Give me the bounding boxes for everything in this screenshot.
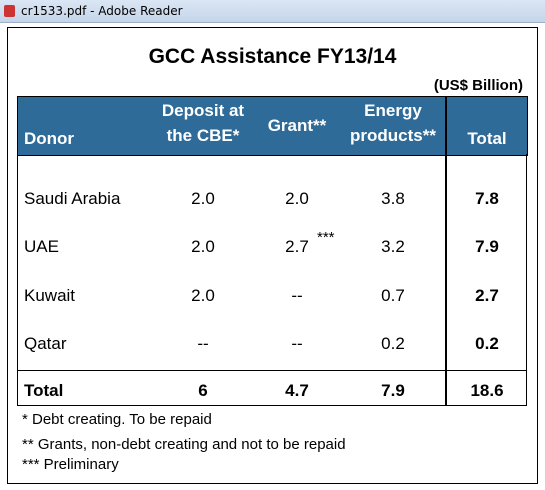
border — [526, 154, 527, 406]
table-frame — [7, 27, 538, 484]
total-cell: 4.7 — [285, 381, 309, 400]
title-bar: cr1533.pdf - Adobe Reader — [0, 0, 545, 23]
row-label: Qatar — [24, 334, 67, 353]
header-cell: Total — [467, 129, 507, 148]
header-cell: Energy — [364, 101, 422, 120]
cell: 3.8 — [381, 189, 405, 208]
cell: 0.2 — [381, 334, 405, 353]
unit: (US$ Billion) — [433, 77, 523, 94]
cell: 2.0 — [285, 189, 309, 208]
border — [17, 154, 18, 406]
cell: -- — [291, 286, 303, 305]
row-label: UAE — [24, 237, 59, 256]
note: * Debt creating. To be repaid — [22, 411, 212, 428]
cell: 2.0 — [191, 189, 215, 208]
row-label: Saudi Arabia — [24, 189, 121, 208]
header-band — [17, 96, 528, 156]
cell: 0.7 — [381, 286, 405, 305]
header-cell: the CBE* — [166, 126, 240, 145]
cell: 3.2 — [381, 237, 405, 256]
row-label: Kuwait — [24, 286, 76, 305]
note: *** Preliminary — [22, 456, 119, 473]
window-title: cr1533.pdf - Adobe Reader — [21, 4, 183, 18]
total-cell: 7.9 — [381, 381, 405, 400]
cell: 2.0 — [191, 237, 215, 256]
cell: -- — [197, 334, 209, 353]
header-cell: products** — [350, 126, 436, 145]
table-title: GCC Assistance FY13/14 — [148, 45, 397, 68]
cell-marker: *** — [317, 229, 335, 246]
header-cell: Donor — [24, 129, 75, 148]
column-divider — [445, 96, 447, 406]
cell: 2.7 — [475, 286, 499, 305]
cell: 2.7 — [285, 237, 309, 256]
header-cell: Deposit at — [161, 101, 245, 120]
cell: -- — [291, 334, 303, 353]
rule — [17, 405, 527, 406]
header-cell: Grant** — [267, 116, 327, 135]
cell: 2.0 — [191, 286, 215, 305]
cell: 7.9 — [475, 237, 499, 256]
total-cell: Total — [24, 381, 64, 400]
total-cell: 6 — [198, 381, 208, 400]
note: ** Grants, non-debt creating and not to … — [22, 436, 346, 453]
cell: 7.8 — [475, 189, 499, 208]
total-cell: 18.6 — [470, 381, 504, 400]
app-icon — [4, 5, 15, 17]
cell: 0.2 — [475, 334, 499, 353]
rule — [17, 370, 527, 371]
